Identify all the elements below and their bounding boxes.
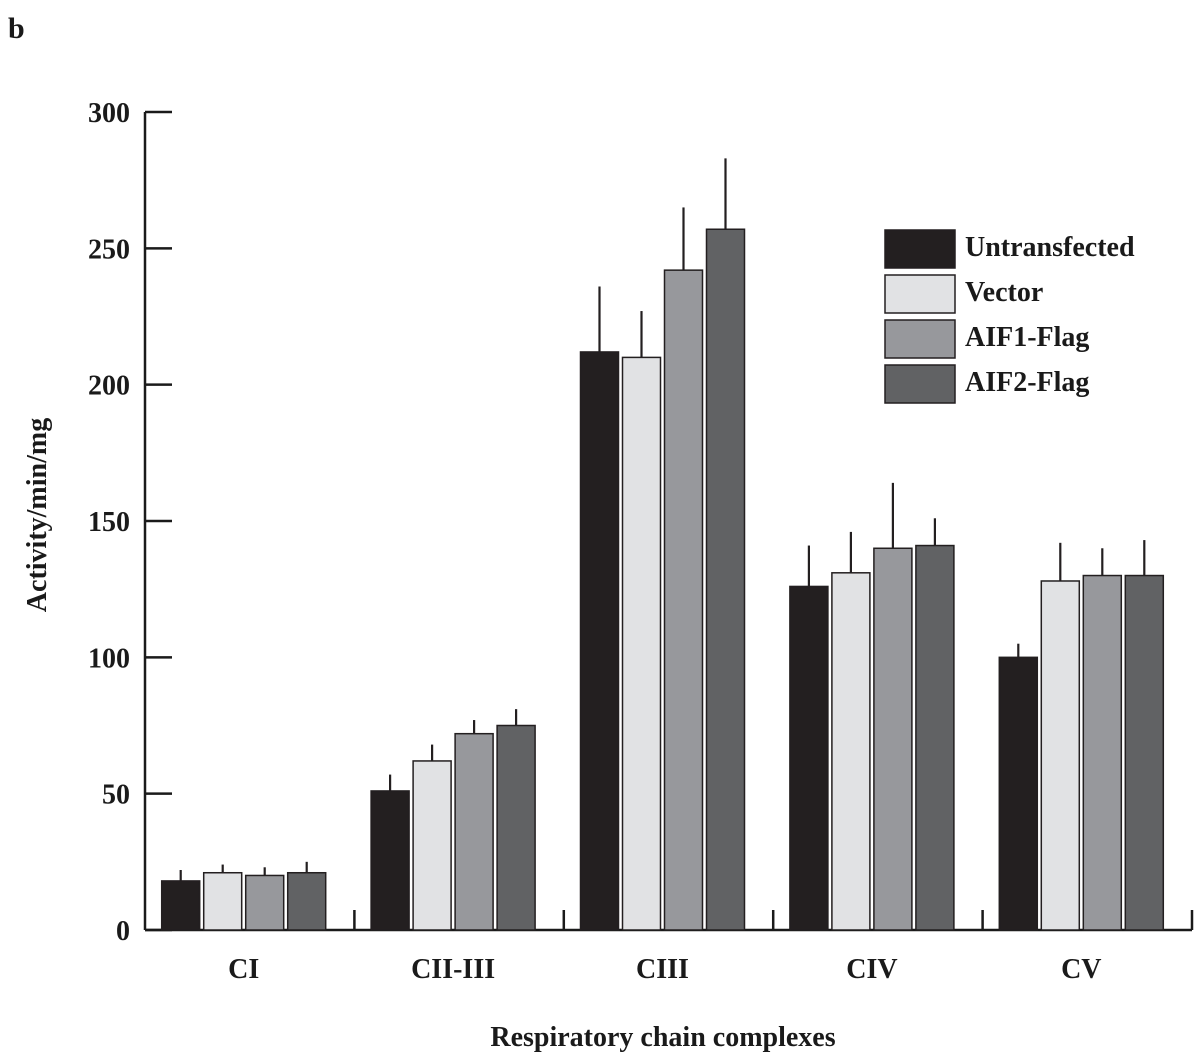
bar — [998, 656, 1039, 931]
bar — [1082, 574, 1123, 931]
y-tick-label: 300 — [88, 98, 130, 129]
bar — [412, 760, 452, 931]
x-tick-label: CV — [1061, 954, 1101, 985]
x-tick-label: CI — [228, 954, 259, 985]
bars — [160, 158, 1165, 931]
y-tick-label: 200 — [88, 371, 130, 402]
legend-swatch — [884, 319, 956, 359]
legend-label: Vector — [965, 277, 1043, 308]
legend-swatch — [884, 364, 956, 404]
bar — [202, 871, 243, 931]
bar — [915, 544, 955, 931]
bar — [496, 724, 536, 931]
bar — [789, 585, 829, 931]
axes: 0 50 100 150 200 250 300 CI CII-III CIII CIV CV — [88, 98, 1194, 985]
y-tick-label: 250 — [88, 234, 130, 265]
bar — [454, 732, 494, 931]
x-tick-label: CIV — [846, 954, 897, 985]
bar — [1124, 574, 1165, 931]
legend-swatch — [884, 274, 956, 314]
bar — [873, 547, 913, 931]
bar — [370, 790, 410, 931]
legend-label: Untransfected — [965, 232, 1135, 263]
x-axis-title: Respiratory chain complexes — [490, 1022, 835, 1053]
legend-swatch — [884, 229, 956, 269]
legend-label: AIF1-Flag — [965, 322, 1089, 353]
y-axis-title: Activity/min/mg — [22, 418, 53, 612]
legend: Untransfected Vector AIF1-Flag AIF2-Flag — [884, 229, 1135, 404]
bar — [831, 572, 871, 931]
bar — [286, 871, 327, 931]
bar — [621, 356, 662, 931]
bar — [579, 351, 620, 931]
y-tick-label: 0 — [116, 916, 130, 947]
y-tick-label: 50 — [102, 780, 130, 811]
x-tick-label: CII-III — [411, 954, 495, 985]
bar — [244, 874, 285, 931]
legend-label: AIF2-Flag — [965, 367, 1089, 398]
y-tick-label: 100 — [88, 643, 130, 674]
x-tick-label: CIII — [636, 954, 689, 985]
bar — [663, 269, 704, 931]
y-tick-label: 150 — [88, 507, 130, 538]
bar — [705, 228, 746, 931]
bar — [1040, 580, 1081, 931]
panel-label: b — [8, 12, 25, 45]
bar — [160, 880, 201, 931]
